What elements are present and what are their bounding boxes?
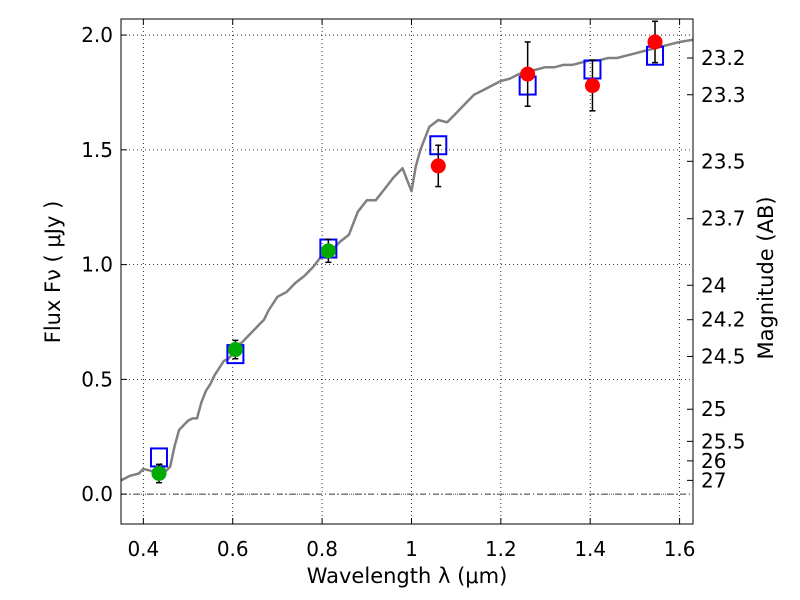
observed-red-point [430, 158, 446, 174]
y2-tick-label: 23.2 [701, 46, 746, 70]
y2-tick-label: 24.2 [701, 308, 746, 332]
y2-tick-label: 24.5 [701, 344, 746, 368]
x-tick-label: 1 [405, 537, 418, 561]
y-tick-label: 1.5 [81, 138, 113, 162]
observed-red-point [584, 78, 600, 94]
y2-tick-label: 25.5 [701, 429, 746, 453]
spectrum-line [121, 38, 693, 482]
observed-green-point [151, 466, 167, 481]
y2-tick-label: 23.3 [701, 83, 746, 107]
observed-red-point [647, 34, 663, 50]
y2-tick-label: 23.7 [701, 207, 746, 231]
y2-tick-label: 23.5 [701, 149, 746, 173]
axis-ticks: 0.4 0.6 0.8 1 1.2 1.4 1.6 0.0 0.5 1.0 1.5 2.0 23.2 23… [81, 19, 746, 561]
plot-content [121, 20, 693, 484]
y2-tick-label: 25 [701, 397, 726, 421]
grid-lines [121, 19, 693, 524]
x-tick-label: 0.4 [127, 537, 159, 561]
y-tick-label: 0.0 [81, 482, 113, 506]
y-tick-label: 0.5 [81, 367, 113, 391]
observed-green-point [227, 342, 243, 358]
y2-tick-label: 24 [701, 273, 726, 297]
x-tick-label: 0.6 [217, 537, 249, 561]
x-axis-label: Wavelength λ (μm) [307, 564, 508, 588]
plot-frame [120, 18, 694, 525]
y2-tick-label: 27 [701, 468, 726, 492]
x-tick-label: 1.2 [485, 537, 517, 561]
x-tick-label: 1.4 [574, 537, 606, 561]
x-tick-label: 0.8 [306, 537, 338, 561]
observed-green-point [320, 243, 336, 259]
y-tick-label: 2.0 [81, 23, 113, 47]
y-tick-label: 1.0 [81, 253, 113, 277]
observed-red-point [520, 66, 536, 82]
y2-axis-label: Magnitude (AB) [754, 196, 778, 359]
y2-tick-label: 26 [701, 449, 726, 473]
x-tick-label: 1.6 [664, 537, 696, 561]
y-axis-label: Flux Fν ( μJy ) [41, 201, 65, 344]
plot-area [121, 20, 693, 484]
